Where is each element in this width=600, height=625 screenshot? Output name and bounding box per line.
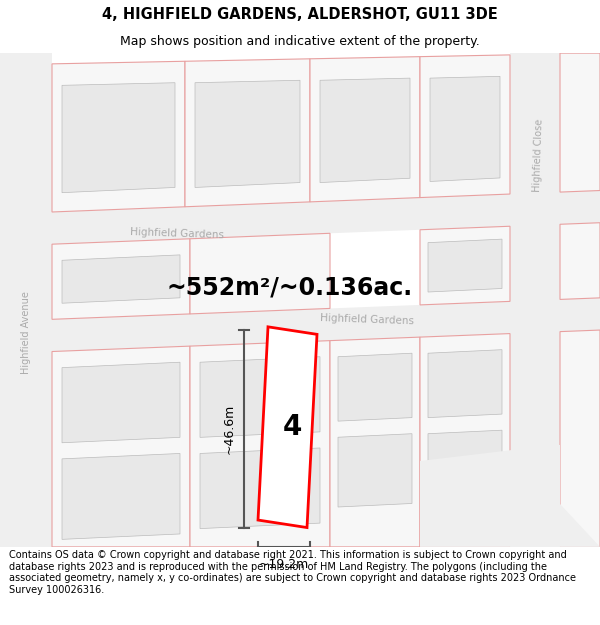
Polygon shape (62, 454, 180, 539)
Polygon shape (430, 76, 500, 181)
Polygon shape (510, 445, 560, 547)
Text: ~552m²/~0.136ac.: ~552m²/~0.136ac. (167, 275, 413, 299)
Polygon shape (190, 233, 330, 314)
Polygon shape (62, 82, 175, 192)
Text: ~19.2m: ~19.2m (259, 558, 309, 571)
Polygon shape (420, 450, 600, 547)
Polygon shape (52, 191, 600, 244)
Polygon shape (258, 327, 317, 528)
Polygon shape (52, 239, 190, 319)
Polygon shape (62, 255, 180, 303)
Text: Highfield Close: Highfield Close (532, 118, 544, 192)
Polygon shape (52, 346, 190, 547)
Polygon shape (420, 334, 510, 547)
Polygon shape (310, 57, 420, 202)
Polygon shape (560, 330, 600, 547)
Polygon shape (185, 59, 310, 207)
Polygon shape (420, 55, 510, 198)
Text: Highfield Gardens: Highfield Gardens (130, 227, 224, 240)
Polygon shape (560, 222, 600, 299)
Polygon shape (428, 430, 502, 504)
Text: Highfield Avenue: Highfield Avenue (21, 291, 31, 374)
Text: Highfield Gardens: Highfield Gardens (320, 312, 414, 326)
Polygon shape (560, 53, 600, 192)
Polygon shape (510, 53, 560, 547)
Text: 4: 4 (283, 413, 302, 441)
Polygon shape (330, 337, 420, 547)
Polygon shape (52, 298, 600, 351)
Polygon shape (420, 226, 510, 305)
Polygon shape (195, 80, 300, 188)
Polygon shape (200, 357, 320, 437)
Polygon shape (338, 353, 412, 421)
Text: ~46.6m: ~46.6m (223, 404, 236, 454)
Text: 4, HIGHFIELD GARDENS, ALDERSHOT, GU11 3DE: 4, HIGHFIELD GARDENS, ALDERSHOT, GU11 3D… (102, 8, 498, 22)
Polygon shape (320, 78, 410, 182)
Polygon shape (428, 239, 502, 292)
Polygon shape (338, 434, 412, 507)
Polygon shape (428, 349, 502, 418)
Polygon shape (200, 448, 320, 529)
Polygon shape (190, 341, 330, 547)
Text: Contains OS data © Crown copyright and database right 2021. This information is : Contains OS data © Crown copyright and d… (9, 550, 576, 595)
Polygon shape (62, 362, 180, 442)
Polygon shape (52, 61, 185, 212)
Polygon shape (0, 53, 52, 547)
Text: Map shows position and indicative extent of the property.: Map shows position and indicative extent… (120, 35, 480, 48)
